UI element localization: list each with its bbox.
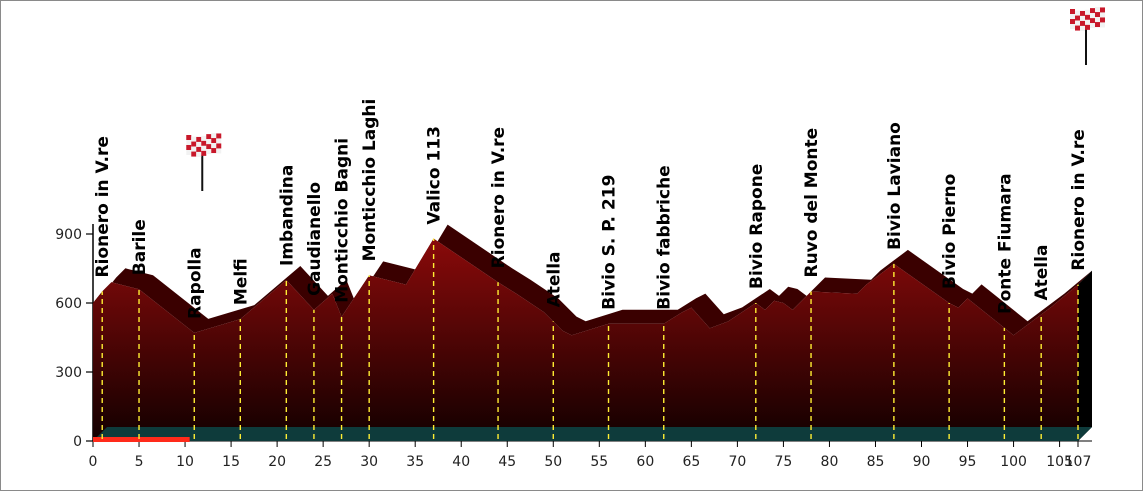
location-label: Ruvo del Monte xyxy=(802,128,822,278)
location-label: Rionero in V.re xyxy=(1069,129,1089,270)
x-tick-label: 25 xyxy=(314,454,332,470)
x-tick-label: 95 xyxy=(959,454,977,470)
location-label: Monticchio Bagni xyxy=(333,138,353,303)
start-segment xyxy=(93,437,190,442)
location-label: Bivio Rapone xyxy=(747,164,767,289)
x-tick-label: 80 xyxy=(821,454,839,470)
location-label: Valico 113 xyxy=(425,126,445,225)
x-tick-label: 45 xyxy=(498,454,516,470)
location-label: Bivio Laviano xyxy=(885,122,905,250)
location-label: Bivio Pierno xyxy=(940,174,960,289)
location-label: Imbandina xyxy=(277,165,297,266)
x-tick-label: 107 xyxy=(1065,454,1092,470)
y-tick-label: 300 xyxy=(55,365,82,381)
x-tick-label: 10 xyxy=(176,454,194,470)
x-tick-label: 90 xyxy=(913,454,931,470)
x-tick-label: 85 xyxy=(867,454,885,470)
location-label: Rionero in V.re xyxy=(489,127,509,268)
x-tick-label: 75 xyxy=(775,454,793,470)
profile-side xyxy=(1078,270,1092,441)
x-tick-label: 100 xyxy=(1000,454,1027,470)
x-tick-label: 105 xyxy=(1046,454,1073,470)
location-label: Melfi xyxy=(231,258,251,305)
x-tick-label: 60 xyxy=(636,454,654,470)
baseline-strip xyxy=(93,427,1092,441)
location-label: Rapolla xyxy=(185,247,205,319)
checkered-flag-icon xyxy=(186,133,222,191)
checkered-flag-icon xyxy=(1070,7,1105,65)
y-tick-label: 0 xyxy=(73,434,82,450)
profile-ridge xyxy=(93,224,1092,336)
x-tick-label: 5 xyxy=(135,454,144,470)
y-tick-label: 600 xyxy=(55,296,82,312)
location-label: Rionero in V.re xyxy=(93,136,113,277)
x-tick-label: 35 xyxy=(406,454,424,470)
location-label: Atella xyxy=(1032,245,1052,301)
location-label: Gaudianello xyxy=(305,182,325,296)
x-tick-label: 55 xyxy=(590,454,608,470)
x-tick-label: 15 xyxy=(222,454,240,470)
x-tick-label: 40 xyxy=(452,454,470,470)
location-label: Atella xyxy=(544,251,564,307)
location-label: Bivio fabbriche xyxy=(655,165,675,309)
x-tick-label: 0 xyxy=(89,454,98,470)
x-tick-label: 50 xyxy=(544,454,562,470)
elevation-area xyxy=(93,238,1078,441)
location-label: Ponte Fiumara xyxy=(995,173,1015,313)
location-label: Monticchio Laghi xyxy=(360,99,380,262)
x-tick-label: 20 xyxy=(268,454,286,470)
y-tick-label: 900 xyxy=(55,227,82,243)
x-tick-label: 30 xyxy=(360,454,378,470)
location-label: Bivio S. P. 219 xyxy=(600,175,620,310)
location-label: Barile xyxy=(130,219,150,275)
x-tick-label: 65 xyxy=(682,454,700,470)
x-tick-label: 70 xyxy=(728,454,746,470)
